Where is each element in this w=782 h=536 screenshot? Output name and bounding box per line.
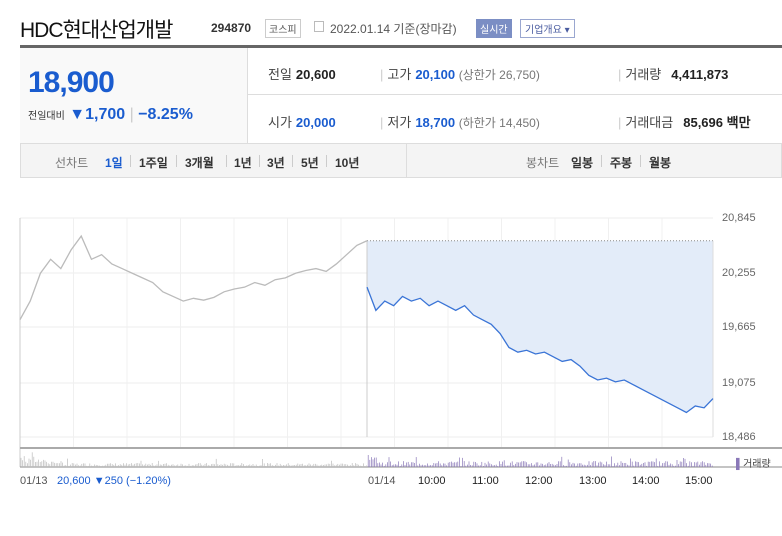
quote-row-2: 시가 20,000 | 저가 18,700 (하한가 14,450) | 거래대금 85,… — [268, 115, 751, 130]
divider — [20, 45, 782, 48]
chart-toolbar: 선차트 1일 1주일 3개월 1년 3년 5년 10년 봉차트 일봉 주봉 월봉 — [20, 143, 782, 178]
period-1y[interactable]: 1년 — [234, 156, 252, 170]
x-tick: 10:00 — [418, 475, 446, 487]
x-tick: 15:00 — [685, 475, 713, 487]
change-percent: −8.25% — [138, 106, 193, 123]
y-tick: 19,075 — [722, 377, 756, 389]
x-tick: 12:00 — [525, 475, 553, 487]
x-tick: 11:00 — [472, 475, 499, 487]
x-tick: 01/14 — [368, 475, 396, 487]
prev-day-summary: 20,600 ▼250 (−1.20%) — [57, 475, 171, 487]
lower-limit: (하한가 14,450) — [458, 116, 540, 130]
amount-value: 85,696 백만 — [683, 115, 751, 130]
company-overview-dropdown[interactable]: 기업개요 ▾ — [520, 19, 575, 38]
quote-panel: 18,900 전일대비 ▼1,700 | −8.25% 전일 20,600 | 고가… — [20, 48, 782, 143]
x-tick: 14:00 — [632, 475, 660, 487]
volume-value: 4,411,873 — [671, 67, 729, 82]
low-label: 저가 — [387, 115, 412, 130]
y-tick: 18,486 — [722, 431, 756, 443]
price-change: 전일대비 ▼1,700 | −8.25% — [28, 106, 193, 123]
upper-limit: (상한가 26,750) — [458, 68, 540, 82]
calendar-icon — [314, 21, 324, 32]
stock-name: HDC현대산업개발 — [20, 19, 173, 42]
market-badge: 코스피 — [265, 19, 301, 38]
amount-label: 거래대금 — [625, 115, 674, 130]
period-5y[interactable]: 5년 — [301, 156, 319, 170]
high-label: 고가 — [387, 67, 412, 82]
below-prev-close-area — [367, 240, 713, 413]
candle-chart-label: 봉차트 — [526, 156, 560, 170]
low-value: 18,700 — [415, 115, 456, 130]
candle-weekly[interactable]: 주봉 — [610, 156, 633, 170]
volume-label: 거래량 — [625, 67, 662, 82]
y-tick: 19,665 — [722, 321, 756, 333]
realtime-button[interactable]: 실시간 — [476, 19, 512, 38]
period-1d[interactable]: 1일 — [105, 156, 123, 170]
prev-day-line — [19, 234, 368, 320]
x-tick: 13:00 — [579, 475, 607, 487]
candle-monthly[interactable]: 월봉 — [649, 156, 672, 170]
stock-code: 294870 — [211, 21, 252, 35]
price-box: 18,900 전일대비 ▼1,700 | −8.25% — [20, 48, 248, 143]
quote-row-1: 전일 20,600 | 고가 20,100 (상한가 26,750) | 거래량 4,41… — [248, 48, 782, 95]
high-value: 20,100 — [415, 67, 456, 82]
y-tick: 20,255 — [722, 267, 756, 279]
y-tick: 20,845 — [722, 212, 756, 224]
prev-label: 전일 — [268, 67, 292, 82]
open-label: 시가 — [268, 115, 292, 130]
candle-daily[interactable]: 일봉 — [571, 156, 594, 170]
period-10y[interactable]: 10년 — [335, 156, 360, 170]
change-label: 전일대비 — [28, 111, 65, 122]
open-value: 20,000 — [295, 115, 336, 130]
line-chart-label: 선차트 — [55, 156, 89, 170]
period-3m[interactable]: 3개월 — [185, 156, 214, 170]
today-line — [366, 286, 714, 414]
period-3y[interactable]: 3년 — [267, 156, 285, 170]
quote-date: 2022.01.14 기준(장마감) — [330, 22, 457, 36]
change-amount: ▼1,700 — [69, 106, 126, 123]
period-1w[interactable]: 1주일 — [139, 156, 168, 170]
volume-legend: ▌거래량 — [736, 459, 771, 470]
prev-value: 20,600 — [295, 67, 336, 82]
current-price: 18,900 — [28, 66, 115, 99]
x-tick-prev-date: 01/13 — [20, 475, 48, 487]
